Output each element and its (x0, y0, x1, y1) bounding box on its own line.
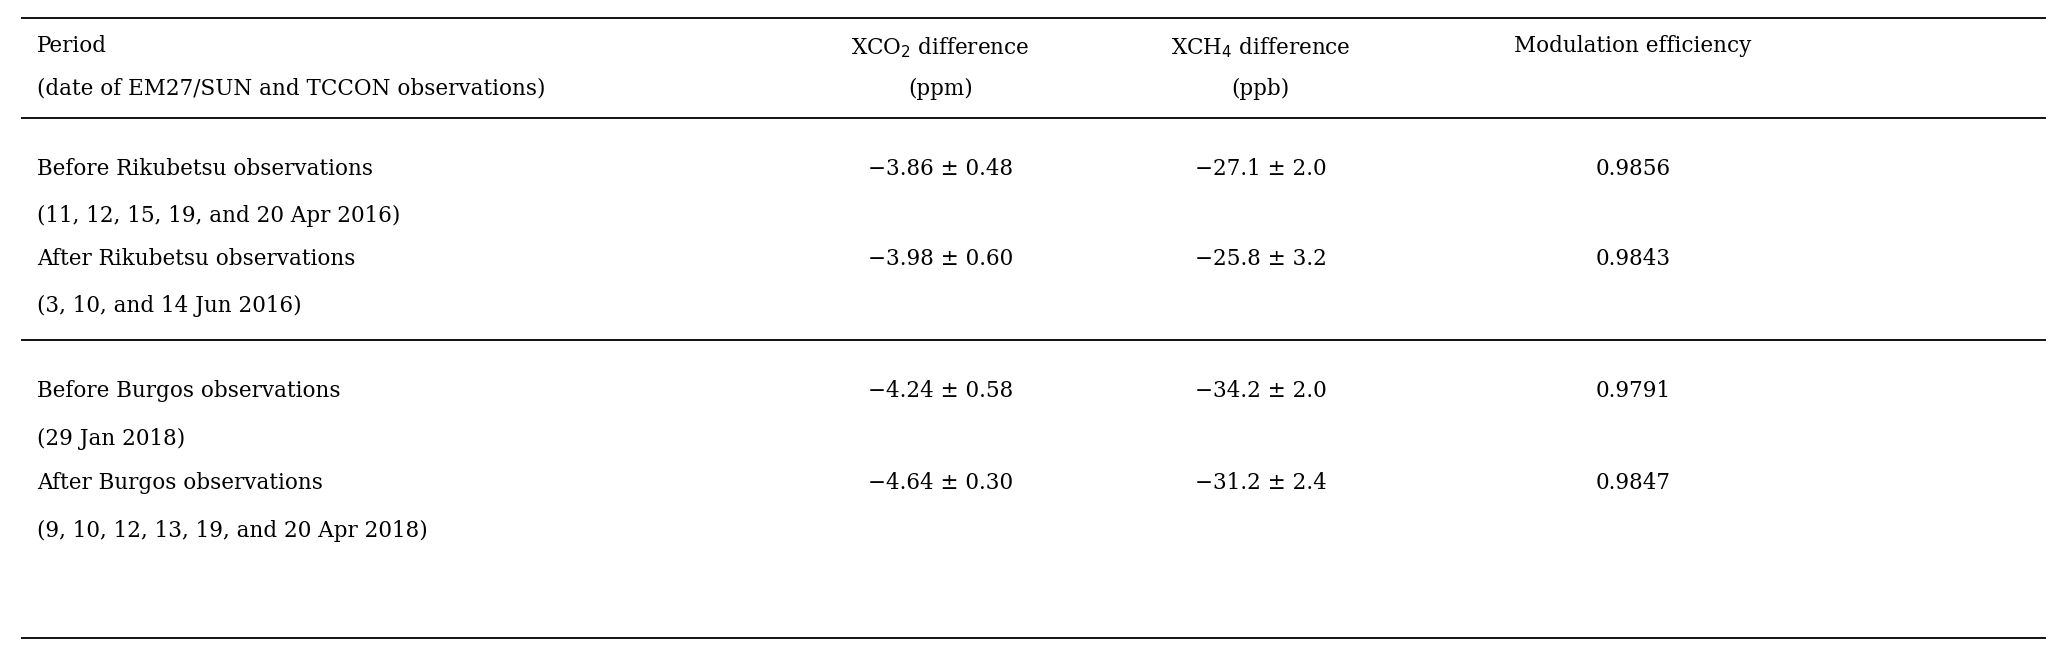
Text: 0.9843: 0.9843 (1596, 248, 1670, 270)
Text: Before Burgos observations: Before Burgos observations (37, 380, 341, 402)
Text: XCH$_4$ difference: XCH$_4$ difference (1172, 35, 1350, 60)
Text: XCO$_2$ difference: XCO$_2$ difference (852, 35, 1029, 60)
Text: 0.9847: 0.9847 (1596, 472, 1670, 494)
Text: Modulation efficiency: Modulation efficiency (1515, 35, 1751, 57)
Text: After Burgos observations: After Burgos observations (37, 472, 322, 494)
Text: (3, 10, and 14 Jun 2016): (3, 10, and 14 Jun 2016) (37, 295, 302, 317)
Text: (29 Jan 2018): (29 Jan 2018) (37, 428, 186, 450)
Text: 0.9856: 0.9856 (1596, 158, 1670, 180)
Text: (ppm): (ppm) (907, 78, 974, 100)
Text: −25.8 ± 3.2: −25.8 ± 3.2 (1195, 248, 1327, 270)
Text: (9, 10, 12, 13, 19, and 20 Apr 2018): (9, 10, 12, 13, 19, and 20 Apr 2018) (37, 520, 428, 542)
Text: (date of EM27/SUN and TCCON observations): (date of EM27/SUN and TCCON observations… (37, 78, 546, 100)
Text: −3.98 ± 0.60: −3.98 ± 0.60 (868, 248, 1013, 270)
Text: (ppb): (ppb) (1232, 78, 1290, 100)
Text: 0.9791: 0.9791 (1596, 380, 1670, 402)
Text: After Rikubetsu observations: After Rikubetsu observations (37, 248, 356, 270)
Text: −3.86 ± 0.48: −3.86 ± 0.48 (868, 158, 1013, 180)
Text: −31.2 ± 2.4: −31.2 ± 2.4 (1195, 472, 1327, 494)
Text: −4.64 ± 0.30: −4.64 ± 0.30 (868, 472, 1013, 494)
Text: −34.2 ± 2.0: −34.2 ± 2.0 (1195, 380, 1327, 402)
Text: (11, 12, 15, 19, and 20 Apr 2016): (11, 12, 15, 19, and 20 Apr 2016) (37, 205, 401, 227)
Text: Before Rikubetsu observations: Before Rikubetsu observations (37, 158, 374, 180)
Text: −27.1 ± 2.0: −27.1 ± 2.0 (1195, 158, 1327, 180)
Text: −4.24 ± 0.58: −4.24 ± 0.58 (868, 380, 1013, 402)
Text: Period: Period (37, 35, 107, 57)
